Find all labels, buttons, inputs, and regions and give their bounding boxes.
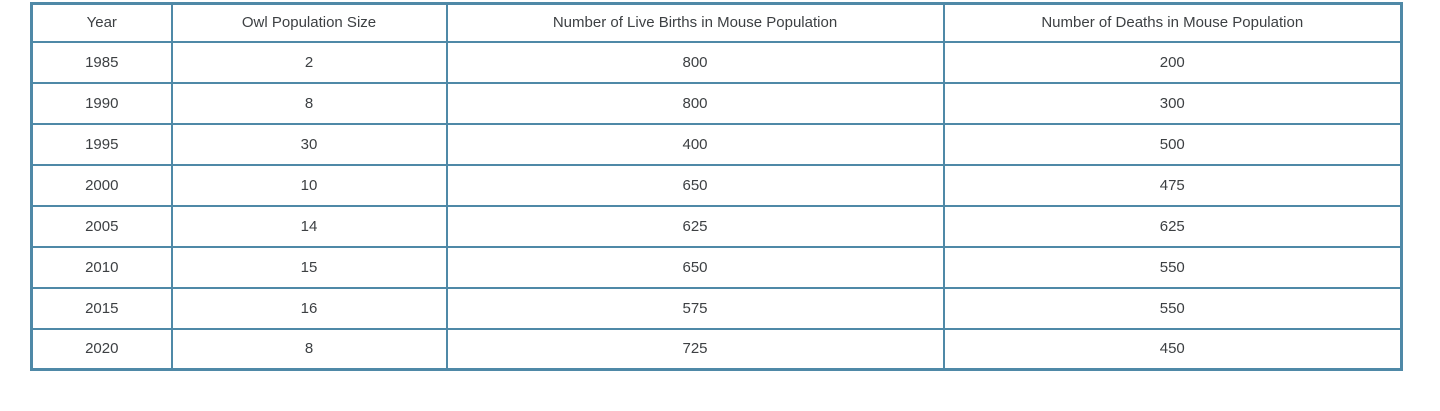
table-cell: 475 bbox=[942, 163, 1403, 207]
table-row: 1995 30 400 500 bbox=[30, 122, 1403, 166]
column-header-owl-population: Owl Population Size bbox=[170, 2, 448, 43]
table-cell: 1990 bbox=[30, 81, 173, 125]
table-cell: 1995 bbox=[30, 122, 173, 166]
table-cell: 1985 bbox=[30, 40, 173, 84]
table-cell: 16 bbox=[170, 286, 448, 330]
table-cell: 500 bbox=[942, 122, 1403, 166]
table-cell: 2015 bbox=[30, 286, 173, 330]
table-cell: 650 bbox=[445, 245, 945, 289]
table-cell: 2005 bbox=[30, 204, 173, 248]
table-row: 2015 16 575 550 bbox=[30, 286, 1403, 330]
owl-mouse-population-table-container: Year Owl Population Size Number of Live … bbox=[30, 2, 1403, 371]
table-cell: 8 bbox=[170, 81, 448, 125]
table-row: 2010 15 650 550 bbox=[30, 245, 1403, 289]
table-cell: 550 bbox=[942, 286, 1403, 330]
table-cell: 15 bbox=[170, 245, 448, 289]
table-cell: 10 bbox=[170, 163, 448, 207]
column-header-deaths: Number of Deaths in Mouse Population bbox=[942, 2, 1403, 43]
table-cell: 625 bbox=[445, 204, 945, 248]
table-cell: 2000 bbox=[30, 163, 173, 207]
table-cell: 800 bbox=[445, 40, 945, 84]
table-cell: 14 bbox=[170, 204, 448, 248]
table-cell: 650 bbox=[445, 163, 945, 207]
table-row: 1990 8 800 300 bbox=[30, 81, 1403, 125]
table-cell: 2 bbox=[170, 40, 448, 84]
table-cell: 450 bbox=[942, 327, 1403, 371]
table-cell: 2010 bbox=[30, 245, 173, 289]
owl-mouse-population-table: Year Owl Population Size Number of Live … bbox=[30, 2, 1403, 371]
table-cell: 300 bbox=[942, 81, 1403, 125]
header-row: Year Owl Population Size Number of Live … bbox=[30, 2, 1403, 43]
table-row: 1985 2 800 200 bbox=[30, 40, 1403, 84]
table-cell: 400 bbox=[445, 122, 945, 166]
table-cell: 550 bbox=[942, 245, 1403, 289]
table-cell: 200 bbox=[942, 40, 1403, 84]
table-cell: 8 bbox=[170, 327, 448, 371]
table-cell: 625 bbox=[942, 204, 1403, 248]
table-cell: 575 bbox=[445, 286, 945, 330]
table-cell: 30 bbox=[170, 122, 448, 166]
table-cell: 800 bbox=[445, 81, 945, 125]
table-row: 2000 10 650 475 bbox=[30, 163, 1403, 207]
column-header-live-births: Number of Live Births in Mouse Populatio… bbox=[445, 2, 945, 43]
table-cell: 2020 bbox=[30, 327, 173, 371]
table-cell: 725 bbox=[445, 327, 945, 371]
column-header-year: Year bbox=[30, 2, 173, 43]
table-row: 2020 8 725 450 bbox=[30, 327, 1403, 371]
table-row: 2005 14 625 625 bbox=[30, 204, 1403, 248]
table-body: 1985 2 800 200 1990 8 800 300 1995 30 400 500 2000 10… bbox=[30, 40, 1403, 371]
